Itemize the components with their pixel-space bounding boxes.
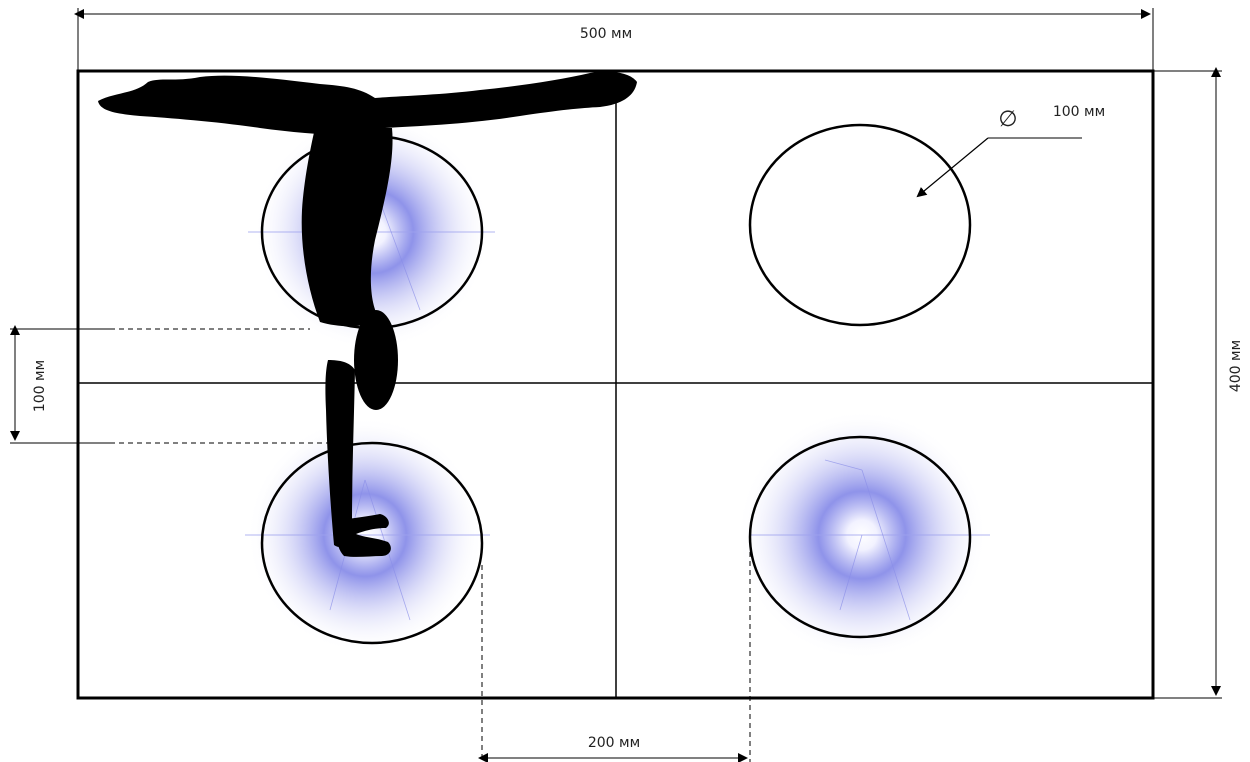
circle-top-right (748, 123, 972, 327)
light-glow-icon (737, 410, 990, 660)
handstand-gymnast-silhouette (98, 71, 637, 557)
gap-dimension: 200 мм (478, 552, 751, 762)
circle-bottom-left (260, 441, 484, 645)
width-dimension: 500 мм (74, 8, 1154, 71)
light-glow-icon (245, 417, 490, 653)
height-label: 400 мм (1228, 340, 1244, 392)
width-label: 500 мм (580, 26, 632, 42)
diameter-label: 100 мм (1053, 104, 1105, 120)
circle-bottom-right (748, 435, 972, 639)
height-dimension: 400 мм (1153, 67, 1244, 699)
diameter-callout: ∅ 100 мм (916, 104, 1105, 198)
diameter-symbol: ∅ (998, 107, 1017, 132)
offset-label: 100 мм (32, 360, 48, 412)
offset-dimension: 100 мм (10, 325, 330, 444)
gap-label: 200 мм (588, 735, 640, 751)
